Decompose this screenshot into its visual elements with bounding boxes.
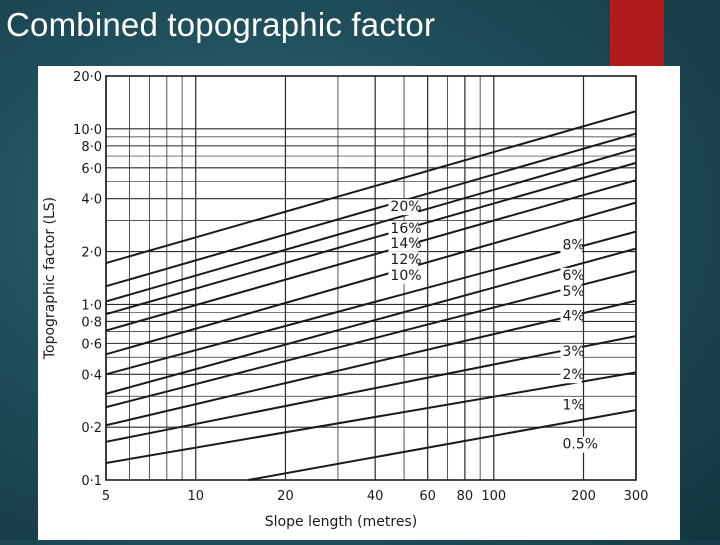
accent-block xyxy=(610,0,664,66)
y-tick-label: 1·0 xyxy=(81,298,102,313)
series-label: 1% xyxy=(562,398,584,414)
series-line-14pct xyxy=(105,147,637,303)
series-line-3pct xyxy=(105,299,637,427)
series-label: 8% xyxy=(562,238,584,254)
series-labels: 20% 16%14%12%10% 8% 6%5% 4% 3% 2% 1% 0.5% xyxy=(388,199,599,453)
series-label-bg xyxy=(560,397,582,414)
x-tick-label: 40 xyxy=(367,489,384,504)
series-label: 10% xyxy=(390,268,421,284)
series-line-1pct xyxy=(105,371,637,464)
ls-chart: 5 10 20 40 60 80 100 200 300 0·1 0·2 0·4 0·6 0·8 1·0 2·… xyxy=(42,70,648,530)
series-line-2pct xyxy=(105,335,637,443)
series-label-bg xyxy=(388,199,419,216)
series-line-6pct xyxy=(105,230,637,376)
series-label: 3% xyxy=(562,344,584,360)
series-line-16pct xyxy=(105,132,637,288)
series-label: 6% xyxy=(562,268,584,284)
y-tick-label: 0·8 xyxy=(81,315,102,330)
series-line-20pct xyxy=(105,110,637,265)
series-line-0-5pct xyxy=(248,409,637,481)
y-tick-label: 8·0 xyxy=(81,140,102,155)
series-line-12pct xyxy=(105,161,637,316)
y-tick-label: 20·0 xyxy=(73,70,102,85)
y-axis-label: Topographic factor (LS) xyxy=(42,197,58,360)
series-line-8pct xyxy=(105,201,637,356)
y-tick-label: 0·2 xyxy=(81,421,102,436)
series-label: 16% xyxy=(390,221,421,237)
y-tick-label: 4·0 xyxy=(81,193,102,208)
plot-border xyxy=(105,75,637,481)
x-tick-label: 80 xyxy=(457,489,474,504)
series-label-bg xyxy=(560,343,582,360)
series-label-bg xyxy=(560,237,582,254)
y-tick-label: 0·6 xyxy=(81,337,102,352)
y-tick-label: 10·0 xyxy=(73,123,102,138)
x-tick-label: 10 xyxy=(187,489,204,504)
series-label: 14% xyxy=(390,236,421,252)
series-label: 4% xyxy=(562,308,584,324)
series-label-bg xyxy=(388,251,419,268)
series-label-bg xyxy=(560,436,599,453)
series-label: 2% xyxy=(562,367,584,383)
chart-panel: 5 10 20 40 60 80 100 200 300 0·1 0·2 0·4 0·6 0·8 1·0 2·… xyxy=(38,66,680,540)
y-tick-label: 0·4 xyxy=(81,368,102,383)
tick-labels: 5 10 20 40 60 80 100 200 300 0·1 0·2 0·4 0·6 0·8 1·0 2·… xyxy=(73,70,648,504)
x-tick-label: 200 xyxy=(571,489,596,504)
x-tick-label: 300 xyxy=(624,489,649,504)
series-line-5pct xyxy=(105,247,637,395)
x-axis-label: Slope length (metres) xyxy=(265,514,417,530)
y-tick-label: 0·1 xyxy=(81,474,102,489)
x-tick-label: 60 xyxy=(419,489,436,504)
series-label-bg xyxy=(388,267,419,284)
y-tick-label: 6·0 xyxy=(81,162,102,177)
x-tick-label: 5 xyxy=(102,489,110,504)
series-label-bg xyxy=(388,235,419,252)
series-label: 20% xyxy=(390,199,421,215)
series-label-bg xyxy=(388,221,419,238)
series-label-bg xyxy=(560,367,582,384)
x-tick-label: 20 xyxy=(277,489,294,504)
plot-frame xyxy=(105,75,637,481)
series-label: 0.5% xyxy=(562,437,598,453)
series-line-10pct xyxy=(105,179,637,332)
series-label-bg xyxy=(560,283,582,300)
series-label: 12% xyxy=(390,252,421,268)
y-tick-label: 2·0 xyxy=(81,246,102,261)
series-label-bg xyxy=(560,267,582,284)
series-line-4pct xyxy=(105,270,637,409)
slide-title: Combined topographic factor xyxy=(6,6,436,43)
x-tick-label: 100 xyxy=(481,489,506,504)
series-layer xyxy=(105,110,637,481)
series-label-bg xyxy=(560,308,582,325)
series-label: 5% xyxy=(562,284,584,300)
